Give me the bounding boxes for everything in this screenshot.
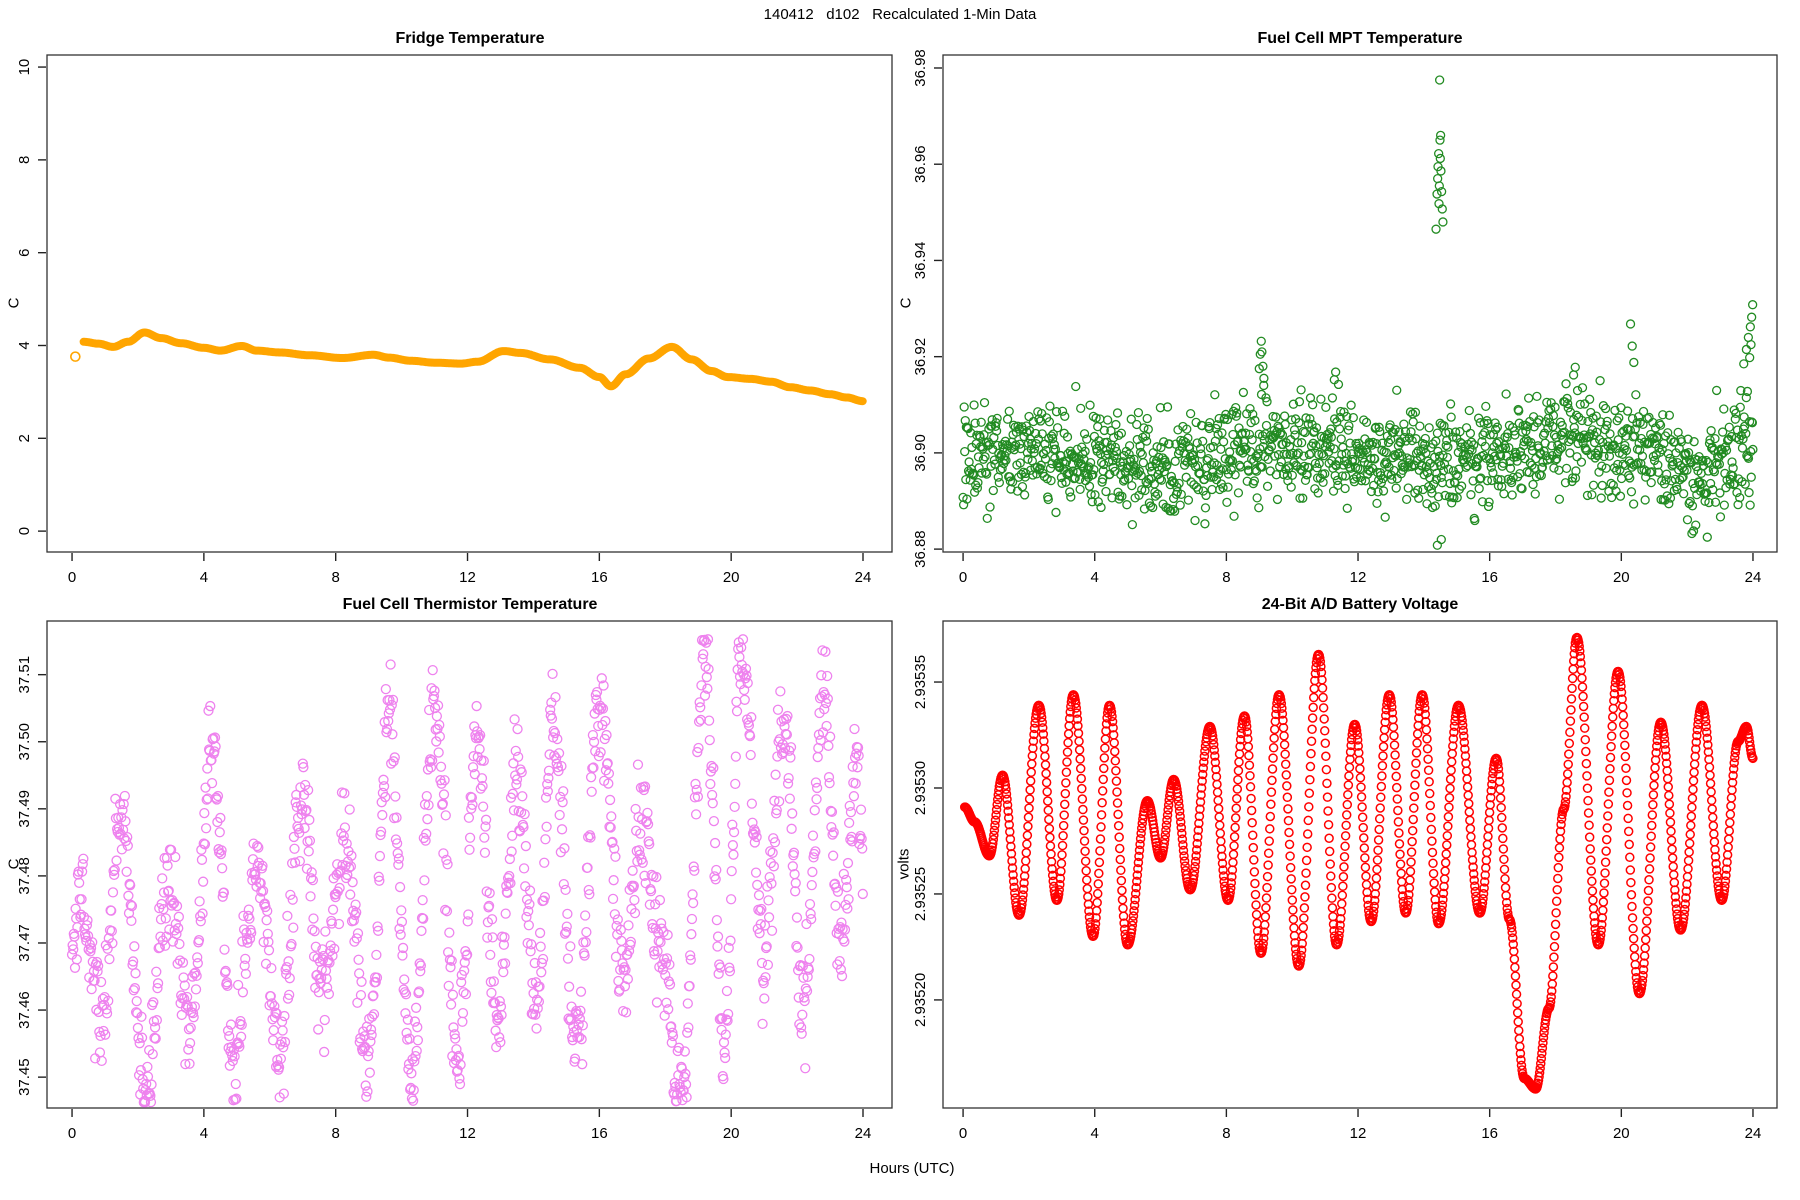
- x-tick-label: 0: [68, 569, 76, 586]
- series-fuel-cell-mpt-temperature: [958, 75, 1758, 550]
- x-tick-label: 12: [1350, 569, 1367, 586]
- y-tick-label: 10: [16, 59, 33, 76]
- x-tick-label: 8: [332, 569, 340, 586]
- y-tick-label: 2.93530: [912, 761, 929, 815]
- y-tick-label: 37.46: [16, 991, 33, 1029]
- x-tick-label: 16: [591, 569, 608, 586]
- x-tick-label: 8: [1222, 1125, 1230, 1142]
- x-tick-label: 24: [1745, 569, 1762, 586]
- x-tick-label: 24: [855, 569, 872, 586]
- y-tick-label: 2.93525: [912, 867, 929, 921]
- y-tick-label: 36.98: [912, 49, 929, 87]
- panel-title-thermistor: Fuel Cell Thermistor Temperature: [342, 596, 598, 613]
- x-tick-label: 12: [1350, 1125, 1367, 1142]
- panel-title-battery: 24-Bit A/D Battery Voltage: [1261, 596, 1459, 613]
- y-tick-label: 0: [16, 527, 33, 535]
- y-tick-label: 2.93520: [912, 973, 929, 1027]
- series-battery-voltage: [959, 632, 1758, 1094]
- y-tick-label: 4: [16, 341, 33, 349]
- panel-fuel-cell-mpt-temperature: 0 4 8 12 16 20 24 36.88 36.90 36.92 36.94 36.96 36.9…: [912, 49, 1778, 586]
- panel-fuel-cell-thermistor-temperature: 0 4 8 12 16 20 24 37.45 37.46 37.47 37.48 37.49 37.5…: [16, 620, 893, 1142]
- x-axis-label: Hours (UTC): [869, 1160, 955, 1177]
- panel-battery-voltage: 0 4 8 12 16 20 24 2.93520 2.93525 2.93530 2.93535: [912, 620, 1778, 1142]
- y-tick-label: 2: [16, 434, 33, 442]
- y-tick-label: 36.96: [912, 145, 929, 183]
- x-tick-label: 4: [1091, 1125, 1099, 1142]
- x-tick-label: 16: [591, 1125, 608, 1142]
- axis-ticks: 0 4 8 12 16 20 24 36.88 36.90 36.92 36.94 36.96 36.9…: [912, 49, 1761, 586]
- y-tick-label: 37.51: [16, 656, 33, 694]
- x-tick-label: 0: [68, 1125, 76, 1142]
- x-tick-label: 8: [1222, 569, 1230, 586]
- x-tick-label: 16: [1481, 569, 1498, 586]
- x-tick-label: 20: [1613, 569, 1630, 586]
- x-tick-label: 24: [855, 1125, 872, 1142]
- x-tick-label: 0: [959, 569, 967, 586]
- panel-title-fridge: Fridge Temperature: [395, 30, 545, 47]
- y-tick-label: 37.50: [16, 723, 33, 761]
- y-tick-label: 36.94: [912, 242, 929, 280]
- y-tick-label: 37.48: [16, 857, 33, 895]
- y-tick-label: 6: [16, 249, 33, 257]
- plot-box: [942, 620, 1778, 1109]
- y-tick-label: 2.93535: [912, 655, 929, 709]
- x-tick-label: 4: [1091, 569, 1099, 586]
- plot-box: [942, 54, 1778, 553]
- x-tick-label: 8: [332, 1125, 340, 1142]
- x-tick-label: 24: [1745, 1125, 1762, 1142]
- x-tick-label: 4: [200, 569, 208, 586]
- y-tick-label: 36.90: [912, 434, 929, 472]
- x-tick-label: 4: [200, 1125, 208, 1142]
- axis-ticks: 0 4 8 12 16 20 24 2.93520 2.93525 2.93530 2.93535: [912, 655, 1761, 1142]
- y-tick-label: 37.47: [16, 924, 33, 962]
- x-tick-label: 12: [459, 569, 476, 586]
- y-tick-label: 37.49: [16, 790, 33, 828]
- y-tick-label: 36.92: [912, 338, 929, 376]
- x-tick-label: 20: [1613, 1125, 1630, 1142]
- x-tick-label: 20: [723, 569, 740, 586]
- x-tick-label: 12: [459, 1125, 476, 1142]
- y-tick-label: 37.45: [16, 1058, 33, 1096]
- series-fuel-cell-thermistor-temperature: [66, 634, 868, 1108]
- plot-box: [46, 54, 893, 553]
- y-tick-label: 8: [16, 156, 33, 164]
- main-title: 140412 d102 Recalculated 1-Min Data: [763, 6, 1037, 23]
- x-tick-label: 16: [1481, 1125, 1498, 1142]
- x-tick-label: 20: [723, 1125, 740, 1142]
- series-fridge-temperature: [70, 328, 867, 406]
- axis-ticks: 0 4 8 12 16 20 24 37.45 37.46 37.47 37.48 37.49 37.5…: [16, 656, 871, 1142]
- panel-title-mpt: Fuel Cell MPT Temperature: [1257, 30, 1463, 47]
- y-tick-label: 36.88: [912, 530, 929, 568]
- x-tick-label: 0: [959, 1125, 967, 1142]
- plot-box: [46, 620, 893, 1109]
